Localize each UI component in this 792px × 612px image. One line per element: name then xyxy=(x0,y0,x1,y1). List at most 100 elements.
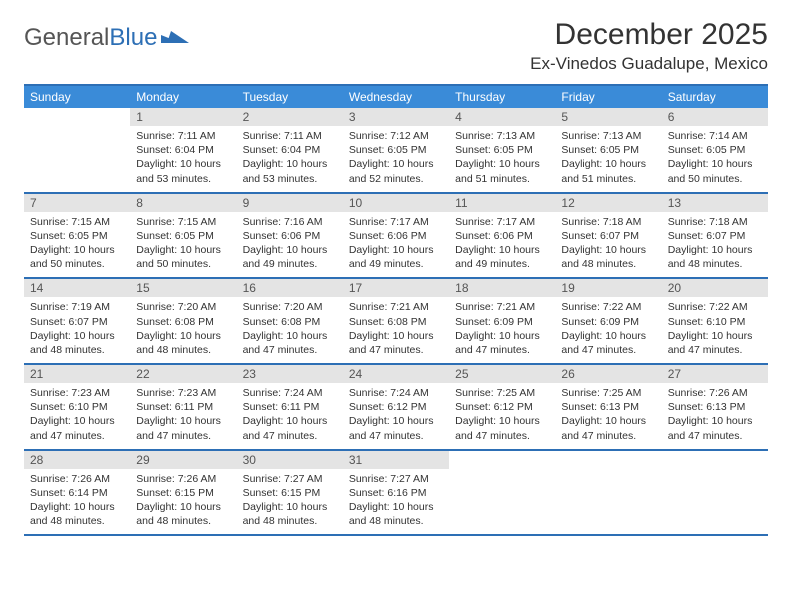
sunset-line: Sunset: 6:16 PM xyxy=(349,486,443,500)
daylight-line: Daylight: 10 hours and 52 minutes. xyxy=(349,157,443,185)
day-of-week-header: Saturday xyxy=(662,86,768,108)
day-cell: 17Sunrise: 7:21 AMSunset: 6:08 PMDayligh… xyxy=(343,279,449,363)
sunset-line: Sunset: 6:07 PM xyxy=(30,315,124,329)
daylight-line: Daylight: 10 hours and 51 minutes. xyxy=(455,157,549,185)
calendar: SundayMondayTuesdayWednesdayThursdayFrid… xyxy=(24,84,768,536)
day-cell-blank: . xyxy=(449,451,555,535)
day-content: Sunrise: 7:12 AMSunset: 6:05 PMDaylight:… xyxy=(343,126,449,192)
header: GeneralBlue December 2025 Ex-Vinedos Gua… xyxy=(24,18,768,74)
sunrise-line: Sunrise: 7:15 AM xyxy=(136,215,230,229)
day-number: 13 xyxy=(662,194,768,212)
sunset-line: Sunset: 6:04 PM xyxy=(243,143,337,157)
sunset-line: Sunset: 6:15 PM xyxy=(243,486,337,500)
day-cell: 8Sunrise: 7:15 AMSunset: 6:05 PMDaylight… xyxy=(130,194,236,278)
day-cell: 22Sunrise: 7:23 AMSunset: 6:11 PMDayligh… xyxy=(130,365,236,449)
sunset-line: Sunset: 6:05 PM xyxy=(561,143,655,157)
sunset-line: Sunset: 6:13 PM xyxy=(668,400,762,414)
logo-mark-icon xyxy=(161,24,189,52)
sunset-line: Sunset: 6:12 PM xyxy=(349,400,443,414)
title-block: December 2025 Ex-Vinedos Guadalupe, Mexi… xyxy=(530,18,768,74)
day-cell: 18Sunrise: 7:21 AMSunset: 6:09 PMDayligh… xyxy=(449,279,555,363)
sunrise-line: Sunrise: 7:18 AM xyxy=(668,215,762,229)
day-number: 1 xyxy=(130,108,236,126)
day-cell: 25Sunrise: 7:25 AMSunset: 6:12 PMDayligh… xyxy=(449,365,555,449)
day-number: 14 xyxy=(24,279,130,297)
sunrise-line: Sunrise: 7:23 AM xyxy=(30,386,124,400)
sunset-line: Sunset: 6:10 PM xyxy=(668,315,762,329)
sunrise-line: Sunrise: 7:15 AM xyxy=(30,215,124,229)
day-number: 11 xyxy=(449,194,555,212)
day-content: Sunrise: 7:13 AMSunset: 6:05 PMDaylight:… xyxy=(555,126,661,192)
day-of-week-header: Tuesday xyxy=(237,86,343,108)
day-cell: 29Sunrise: 7:26 AMSunset: 6:15 PMDayligh… xyxy=(130,451,236,535)
sunrise-line: Sunrise: 7:27 AM xyxy=(243,472,337,486)
daylight-line: Daylight: 10 hours and 49 minutes. xyxy=(243,243,337,271)
daylight-line: Daylight: 10 hours and 49 minutes. xyxy=(455,243,549,271)
daylight-line: Daylight: 10 hours and 48 minutes. xyxy=(668,243,762,271)
sunset-line: Sunset: 6:07 PM xyxy=(668,229,762,243)
day-cell: 16Sunrise: 7:20 AMSunset: 6:08 PMDayligh… xyxy=(237,279,343,363)
day-number: 31 xyxy=(343,451,449,469)
sunrise-line: Sunrise: 7:24 AM xyxy=(349,386,443,400)
sunset-line: Sunset: 6:08 PM xyxy=(349,315,443,329)
day-content: Sunrise: 7:20 AMSunset: 6:08 PMDaylight:… xyxy=(237,297,343,363)
daylight-line: Daylight: 10 hours and 47 minutes. xyxy=(668,329,762,357)
day-content: Sunrise: 7:27 AMSunset: 6:16 PMDaylight:… xyxy=(343,469,449,535)
day-content: Sunrise: 7:11 AMSunset: 6:04 PMDaylight:… xyxy=(237,126,343,192)
daylight-line: Daylight: 10 hours and 48 minutes. xyxy=(136,500,230,528)
sunset-line: Sunset: 6:10 PM xyxy=(30,400,124,414)
day-content: Sunrise: 7:15 AMSunset: 6:05 PMDaylight:… xyxy=(130,212,236,278)
day-content: Sunrise: 7:17 AMSunset: 6:06 PMDaylight:… xyxy=(343,212,449,278)
day-cell: 2Sunrise: 7:11 AMSunset: 6:04 PMDaylight… xyxy=(237,108,343,192)
day-of-week-header: Friday xyxy=(555,86,661,108)
sunrise-line: Sunrise: 7:23 AM xyxy=(136,386,230,400)
day-cell: 15Sunrise: 7:20 AMSunset: 6:08 PMDayligh… xyxy=(130,279,236,363)
day-of-week-header: Sunday xyxy=(24,86,130,108)
day-number: 3 xyxy=(343,108,449,126)
day-cell: 1Sunrise: 7:11 AMSunset: 6:04 PMDaylight… xyxy=(130,108,236,192)
day-content: Sunrise: 7:26 AMSunset: 6:15 PMDaylight:… xyxy=(130,469,236,535)
day-cell: 23Sunrise: 7:24 AMSunset: 6:11 PMDayligh… xyxy=(237,365,343,449)
weeks-container: . 1Sunrise: 7:11 AMSunset: 6:04 PMDayligh… xyxy=(24,108,768,536)
sunset-line: Sunset: 6:04 PM xyxy=(136,143,230,157)
sunrise-line: Sunrise: 7:18 AM xyxy=(561,215,655,229)
sunrise-line: Sunrise: 7:12 AM xyxy=(349,129,443,143)
day-cell: 4Sunrise: 7:13 AMSunset: 6:05 PMDaylight… xyxy=(449,108,555,192)
daylight-line: Daylight: 10 hours and 50 minutes. xyxy=(30,243,124,271)
day-number: 24 xyxy=(343,365,449,383)
day-cell-blank: . xyxy=(662,451,768,535)
sunrise-line: Sunrise: 7:26 AM xyxy=(136,472,230,486)
daylight-line: Daylight: 10 hours and 47 minutes. xyxy=(243,329,337,357)
sunset-line: Sunset: 6:11 PM xyxy=(136,400,230,414)
sunrise-line: Sunrise: 7:14 AM xyxy=(668,129,762,143)
day-number: 26 xyxy=(555,365,661,383)
sunrise-line: Sunrise: 7:24 AM xyxy=(243,386,337,400)
day-cell: 11Sunrise: 7:17 AMSunset: 6:06 PMDayligh… xyxy=(449,194,555,278)
sunset-line: Sunset: 6:06 PM xyxy=(349,229,443,243)
daylight-line: Daylight: 10 hours and 53 minutes. xyxy=(243,157,337,185)
day-content: Sunrise: 7:15 AMSunset: 6:05 PMDaylight:… xyxy=(24,212,130,278)
day-content: Sunrise: 7:20 AMSunset: 6:08 PMDaylight:… xyxy=(130,297,236,363)
daylight-line: Daylight: 10 hours and 51 minutes. xyxy=(561,157,655,185)
sunrise-line: Sunrise: 7:21 AM xyxy=(349,300,443,314)
sunrise-line: Sunrise: 7:27 AM xyxy=(349,472,443,486)
sunset-line: Sunset: 6:05 PM xyxy=(349,143,443,157)
sunrise-line: Sunrise: 7:21 AM xyxy=(455,300,549,314)
day-number: 28 xyxy=(24,451,130,469)
day-of-week-header: Wednesday xyxy=(343,86,449,108)
daylight-line: Daylight: 10 hours and 53 minutes. xyxy=(136,157,230,185)
day-content: Sunrise: 7:21 AMSunset: 6:08 PMDaylight:… xyxy=(343,297,449,363)
sunrise-line: Sunrise: 7:25 AM xyxy=(561,386,655,400)
sunrise-line: Sunrise: 7:26 AM xyxy=(30,472,124,486)
daylight-line: Daylight: 10 hours and 47 minutes. xyxy=(455,329,549,357)
day-cell: 28Sunrise: 7:26 AMSunset: 6:14 PMDayligh… xyxy=(24,451,130,535)
week-row: 28Sunrise: 7:26 AMSunset: 6:14 PMDayligh… xyxy=(24,451,768,537)
sunset-line: Sunset: 6:09 PM xyxy=(561,315,655,329)
day-number: 25 xyxy=(449,365,555,383)
sunrise-line: Sunrise: 7:26 AM xyxy=(668,386,762,400)
day-cell: 12Sunrise: 7:18 AMSunset: 6:07 PMDayligh… xyxy=(555,194,661,278)
daylight-line: Daylight: 10 hours and 49 minutes. xyxy=(349,243,443,271)
day-cell: 19Sunrise: 7:22 AMSunset: 6:09 PMDayligh… xyxy=(555,279,661,363)
day-number: 10 xyxy=(343,194,449,212)
day-content: Sunrise: 7:19 AMSunset: 6:07 PMDaylight:… xyxy=(24,297,130,363)
